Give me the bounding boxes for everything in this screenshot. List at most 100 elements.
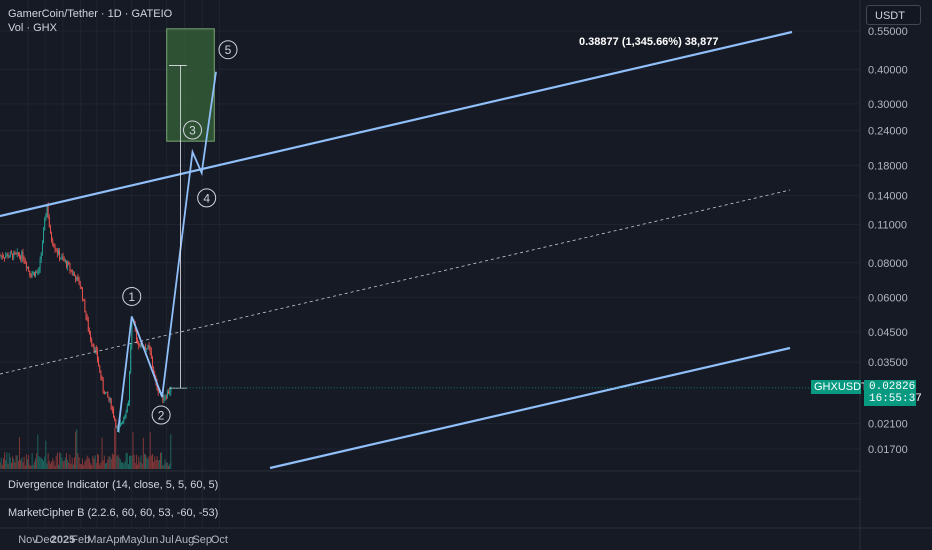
volume-bar [66,453,67,469]
candle-body [66,260,67,268]
volume-bar [76,429,78,469]
volume-bar [152,453,153,469]
volume-bar [133,454,135,469]
volume-bar [33,461,35,469]
candle-body [28,267,30,271]
y-tick-label: 0.40000 [868,64,908,76]
candle-body [37,272,39,274]
candle-body [164,397,166,399]
volume-bar [126,453,128,469]
volume-bar [9,457,11,469]
channel-lower-line [269,346,791,470]
candle-body [75,276,77,281]
volume-bar [15,455,17,469]
candle-body [88,330,90,335]
x-tick-label: Feb [71,534,90,546]
candle-body [165,397,167,399]
candle-body [43,229,45,244]
volume-bar [103,455,105,469]
volume-bar [160,452,161,469]
candle-body [80,286,82,289]
volume-bar [110,458,112,469]
candle-body [53,244,55,247]
candle-body [13,252,15,259]
volume-bar [78,457,80,469]
candle-body [69,264,71,270]
volume-bar [98,454,100,469]
volume-bar [108,456,110,469]
x-tick-label: Sep [192,534,212,546]
x-tick-label: Nov [18,534,38,546]
candle-body [99,365,101,371]
candle-body [139,345,141,347]
candle-body [24,261,26,264]
candle-body [109,398,111,400]
volume-bar [58,464,59,469]
wave-label-1: 1 [122,286,142,306]
candle-body [63,258,65,262]
candle-body [161,391,163,394]
y-tick-label: 0.24000 [868,126,908,138]
volume-bar [161,452,163,469]
candle-body [35,272,36,277]
volume-bar [30,465,32,469]
y-tick-label: 0.18000 [868,160,908,172]
volume-bars [0,428,172,469]
volume-bar [115,429,117,469]
volume-bar [122,462,124,469]
volume-bar [130,455,132,469]
candle-body [127,402,129,406]
volume-bar [165,462,167,469]
candle-body [41,243,43,253]
volume-bar [28,454,30,469]
volume-bar [36,453,38,469]
volume-bar [107,459,109,469]
candle-body [87,319,89,331]
volume-bar [1,464,3,469]
volume-bar [64,457,66,469]
candle-body [79,284,81,287]
y-tick-label: 0.06000 [868,292,908,304]
volume-bar [5,460,7,469]
volume-bar [46,463,48,469]
candle-body [59,251,61,259]
currency-button[interactable]: USDT [866,5,921,25]
x-tick-label: Oct [211,534,228,546]
candle-body [131,318,133,347]
last-price: 0.02826 [869,381,916,393]
volume-bar [24,465,26,469]
volume-bar [17,460,19,469]
candle-body [92,343,94,346]
volume-bar [132,432,134,469]
candle-body [82,288,83,300]
volume-bar [31,452,33,469]
candle-body [32,272,34,274]
candle-body [135,331,137,340]
volume-bar [19,437,20,469]
volume-bar [75,431,77,469]
volume-bar [29,464,31,469]
candle-body [146,348,148,350]
candle-body [48,217,50,227]
volume-bar [99,464,101,469]
candle-body [140,341,142,347]
candle-body [62,256,64,259]
volume-bar [60,453,62,469]
volume-bar [40,458,42,469]
candle-body [76,276,78,281]
wave-label: 5 [225,43,232,57]
wave-label-3: 3 [183,120,203,140]
volume-bar [61,457,63,469]
volume-bar [54,465,56,469]
volume-bar [32,464,34,469]
candle-body [113,409,114,417]
wave-label: 4 [203,191,210,205]
y-tick-label: 0.11000 [868,220,907,232]
volume-bar [39,457,41,469]
volume-bar [91,465,93,469]
x-tick-label: May [121,534,142,546]
wave-label: 1 [128,290,135,304]
volume-bar [111,453,113,469]
candle-body [49,226,51,234]
